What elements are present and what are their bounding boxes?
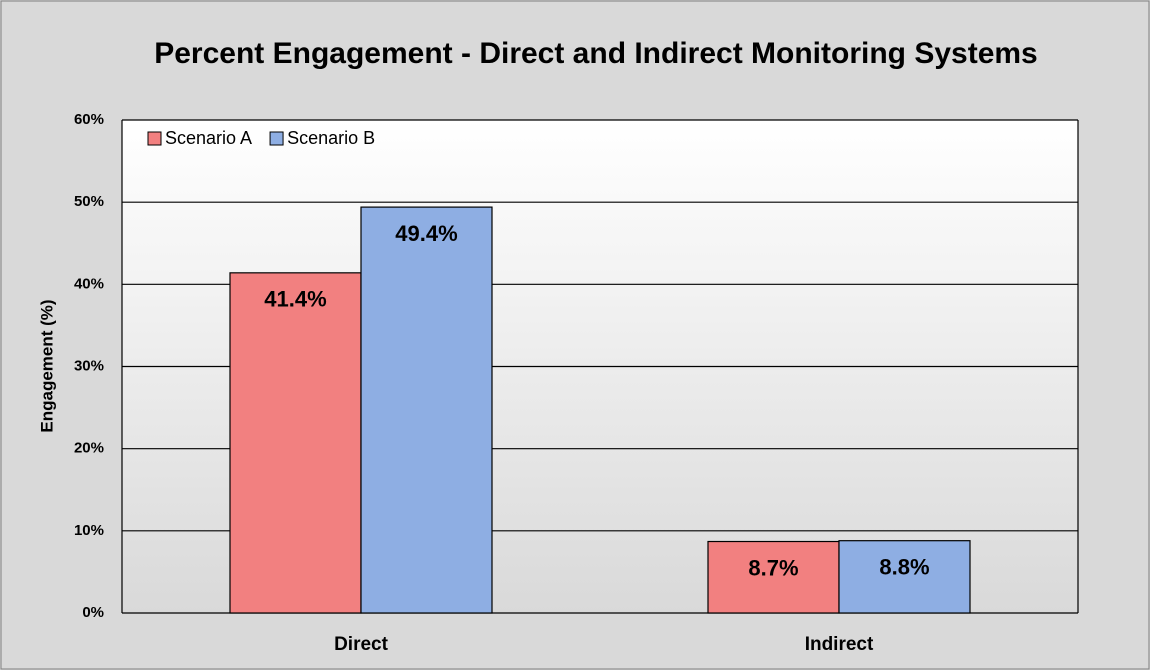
x-tick-label: Indirect: [805, 634, 874, 655]
bar: [229, 272, 362, 614]
x-tick-label: Direct: [334, 634, 389, 655]
legend-label: Scenario B: [287, 128, 375, 148]
y-tick-label: 40%: [74, 275, 104, 292]
data-label: 41.4%: [264, 287, 326, 312]
y-tick-label: 0%: [82, 604, 104, 621]
legend-swatch: [269, 131, 284, 146]
y-tick-label: 60%: [74, 111, 104, 128]
y-tick-label: 30%: [74, 357, 104, 374]
legend-swatch: [147, 131, 162, 146]
y-tick-label: 20%: [74, 440, 104, 457]
y-axis-label: Engagement (%): [37, 299, 56, 432]
bar: [838, 540, 971, 614]
data-label: 8.7%: [748, 555, 798, 580]
data-label: 49.4%: [395, 221, 457, 246]
y-tick-label: 50%: [74, 193, 104, 210]
bar: [707, 540, 840, 614]
bar: [360, 206, 493, 614]
chart-title: Percent Engagement - Direct and Indirect…: [154, 37, 1038, 70]
legend-label: Scenario A: [165, 128, 252, 148]
data-label: 8.8%: [879, 555, 929, 580]
y-tick-label: 10%: [74, 522, 104, 539]
